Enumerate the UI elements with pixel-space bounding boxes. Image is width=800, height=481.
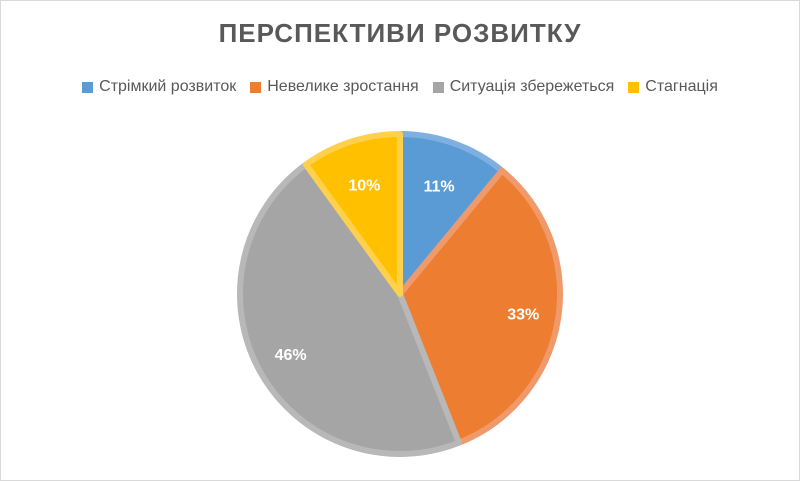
chart-legend: Стрімкий розвиток Невелике зростання Сит… bbox=[0, 78, 800, 96]
legend-swatch bbox=[628, 81, 640, 93]
data-label: 11% bbox=[423, 179, 454, 196]
legend-item: Ситуація збережеться bbox=[432, 78, 615, 96]
data-label: 46% bbox=[275, 347, 307, 364]
pie-slice bbox=[397, 167, 563, 446]
data-label: 33% bbox=[507, 307, 539, 324]
legend-item: Стагнація bbox=[628, 78, 718, 96]
pie-slice bbox=[397, 131, 505, 297]
legend-label: Невелике зростання bbox=[267, 78, 419, 95]
pie-slice bbox=[237, 161, 462, 457]
legend-label: Стагнація bbox=[645, 78, 718, 95]
legend-label: Ситуація збережеться bbox=[449, 78, 615, 95]
pie-slice bbox=[302, 131, 403, 297]
legend-swatch bbox=[250, 81, 262, 93]
chart-title: ПЕРСПЕКТИВИ РОЗВИТКУ bbox=[218, 18, 582, 48]
legend-item: Невелике зростання bbox=[250, 78, 419, 96]
legend-swatch bbox=[82, 81, 94, 93]
data-label: 10% bbox=[348, 177, 380, 194]
legend-item: Стрімкий розвиток bbox=[82, 78, 236, 96]
legend-label: Стрімкий розвиток bbox=[99, 78, 237, 95]
legend-swatch bbox=[432, 81, 444, 93]
